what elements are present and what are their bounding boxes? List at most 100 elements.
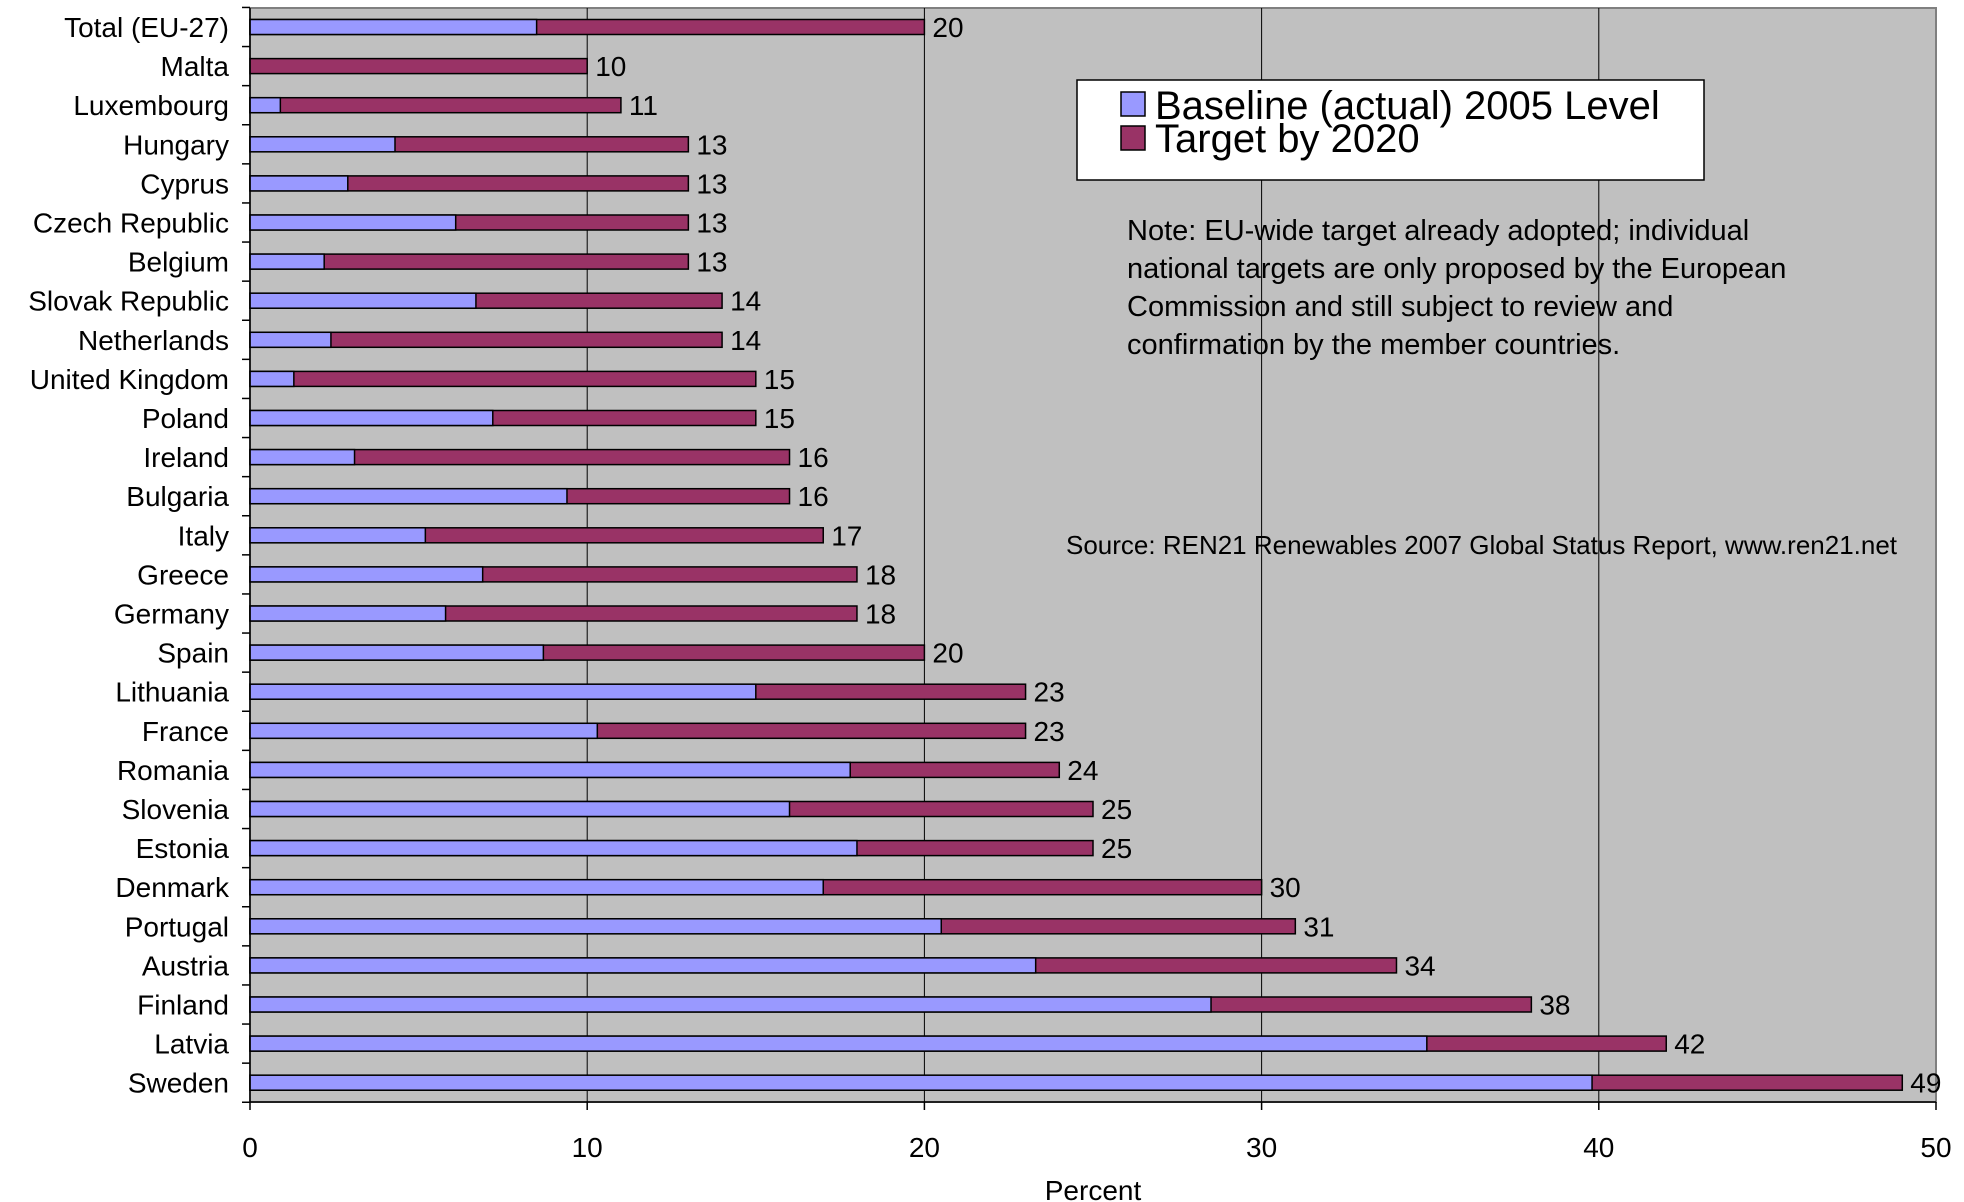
category-label: Bulgaria — [126, 481, 229, 512]
x-tick-label: 40 — [1583, 1132, 1614, 1163]
category-label: Belgium — [128, 247, 229, 278]
x-tick-label: 0 — [242, 1132, 258, 1163]
data-label: 15 — [764, 364, 795, 395]
bar-target — [249, 370, 757, 388]
legend-swatch-baseline — [1120, 91, 1146, 117]
category-label: Portugal — [125, 911, 229, 942]
note-line-2: national targets are only proposed by th… — [1127, 253, 1786, 285]
bar-baseline — [249, 878, 824, 896]
bar-baseline — [249, 957, 1037, 974]
category-label: France — [142, 716, 229, 747]
data-label: 13 — [696, 208, 727, 239]
data-label: 25 — [1101, 833, 1132, 864]
data-label: 20 — [932, 638, 963, 669]
category-label: Total (EU-27) — [64, 12, 229, 43]
legend-label-baseline: Baseline (actual) 2005 Level — [1155, 84, 1660, 128]
data-label: 23 — [1034, 677, 1065, 708]
category-label: Slovenia — [122, 794, 230, 825]
bar-baseline — [249, 800, 791, 818]
category-label: Poland — [142, 403, 229, 434]
bars — [249, 18, 1904, 1091]
bar-baseline — [249, 175, 349, 192]
bar-baseline — [249, 253, 325, 270]
bar-baseline — [249, 1074, 1593, 1091]
data-label: 18 — [865, 559, 896, 590]
bar-baseline — [249, 644, 545, 661]
legend-label-target: Target by 2020 — [1155, 117, 1420, 161]
bar-baseline — [249, 18, 538, 36]
data-label: 23 — [1034, 716, 1065, 747]
x-axis-label: Percent — [1045, 1175, 1142, 1202]
data-label: 30 — [1270, 872, 1301, 903]
legend: Baseline (actual) 2005 Level Target by 2… — [1076, 79, 1705, 181]
x-tick-labels: 0 10 20 30 40 50 — [242, 1132, 1951, 1163]
legend-swatch-target — [1120, 125, 1146, 151]
category-label: Latvia — [154, 1029, 229, 1060]
bar-baseline — [249, 683, 757, 700]
category-label: Luxembourg — [73, 90, 229, 121]
bar-target — [249, 57, 588, 75]
bar-baseline — [249, 761, 851, 779]
category-label: Romania — [117, 755, 229, 786]
data-label: 10 — [595, 51, 626, 82]
data-label: 38 — [1539, 990, 1570, 1021]
x-tick-label: 20 — [909, 1132, 940, 1163]
data-label: 14 — [730, 286, 761, 317]
category-label: Cyprus — [140, 168, 229, 199]
bar-baseline — [249, 527, 427, 544]
category-label: Malta — [161, 51, 230, 82]
bar-baseline — [249, 996, 1212, 1013]
category-label: Estonia — [136, 833, 230, 864]
category-label: Netherlands — [78, 325, 229, 356]
category-label: Czech Republic — [33, 208, 229, 239]
data-label: 13 — [696, 247, 727, 278]
bar-baseline — [249, 292, 477, 309]
data-label: 17 — [831, 520, 862, 551]
data-label: 42 — [1674, 1029, 1705, 1060]
data-label: 14 — [730, 325, 761, 356]
bar-baseline — [249, 918, 943, 935]
data-label: 15 — [764, 403, 795, 434]
bar-baseline — [249, 331, 332, 349]
category-label: Lithuania — [115, 677, 229, 708]
category-label: Slovak Republic — [28, 286, 229, 317]
bar-baseline — [249, 370, 295, 388]
data-label: 31 — [1303, 911, 1334, 942]
data-label: 13 — [696, 129, 727, 160]
category-label: Finland — [137, 990, 229, 1021]
bar-baseline — [249, 722, 599, 740]
data-label: 49 — [1910, 1068, 1941, 1099]
bar-baseline — [249, 214, 457, 231]
x-tick-label: 50 — [1920, 1132, 1951, 1163]
category-label: Ireland — [143, 442, 229, 473]
note-line-1: Note: EU-wide target already adopted; in… — [1127, 215, 1749, 247]
category-label: Sweden — [128, 1068, 229, 1099]
category-label: Hungary — [123, 129, 229, 160]
category-label: Germany — [114, 599, 229, 630]
category-label: Spain — [157, 638, 229, 669]
category-label: Italy — [178, 520, 229, 551]
bar-baseline — [249, 1035, 1428, 1052]
data-label: 34 — [1404, 950, 1435, 981]
bar-baseline — [249, 839, 858, 857]
bar-baseline — [249, 136, 396, 153]
category-label: Austria — [142, 950, 230, 981]
note-line-3: Commission and still subject to review a… — [1127, 291, 1673, 323]
data-label: 13 — [696, 168, 727, 199]
data-label: 25 — [1101, 794, 1132, 825]
x-tick-label: 10 — [572, 1132, 603, 1163]
data-label: 11 — [629, 90, 658, 121]
category-labels: Total (EU-27) Malta Luxembourg Hungary Cypru… — [28, 12, 230, 1099]
bar-baseline — [249, 605, 447, 622]
bar-baseline — [249, 448, 356, 466]
category-label: Denmark — [115, 872, 230, 903]
bar-baseline — [249, 487, 568, 505]
category-label: United Kingdom — [30, 364, 229, 395]
data-label: 16 — [798, 481, 829, 512]
category-label: Greece — [137, 559, 229, 590]
source-note: Source: REN21 Renewables 2007 Global Sta… — [1066, 530, 1898, 560]
bar-baseline — [249, 409, 494, 427]
x-tick-label: 30 — [1246, 1132, 1277, 1163]
data-labels: 2010111313131314141515161617181820232324… — [595, 12, 1941, 1099]
note: Note: EU-wide target already adopted; in… — [1127, 215, 1786, 361]
